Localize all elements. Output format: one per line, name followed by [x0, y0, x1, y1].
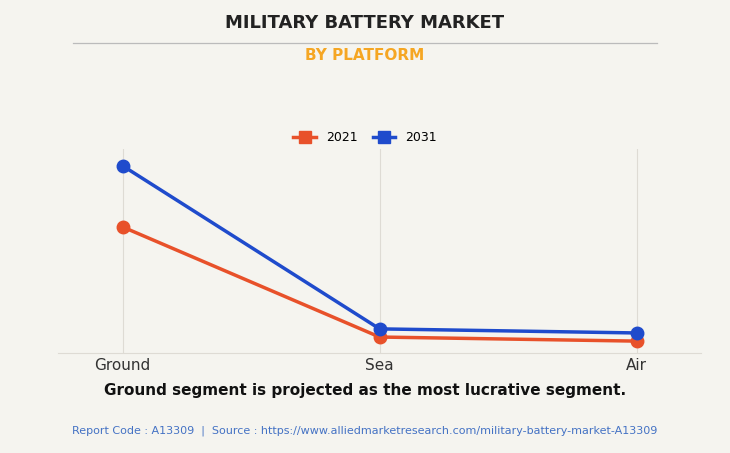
Legend: 2021, 2031: 2021, 2031: [288, 126, 442, 149]
2031: [632, 330, 641, 336]
2021: [632, 338, 641, 344]
2021: [118, 224, 127, 230]
Text: Report Code : A13309  |  Source : https://www.alliedmarketresearch.com/military-: Report Code : A13309 | Source : https://…: [72, 426, 658, 436]
2031: [375, 326, 384, 332]
Text: BY PLATFORM: BY PLATFORM: [305, 48, 425, 63]
Text: Ground segment is projected as the most lucrative segment.: Ground segment is projected as the most …: [104, 383, 626, 398]
Line: 2021: 2021: [116, 221, 643, 347]
Line: 2031: 2031: [116, 159, 643, 339]
2021: [375, 334, 384, 340]
2031: [118, 163, 127, 169]
Text: MILITARY BATTERY MARKET: MILITARY BATTERY MARKET: [226, 14, 504, 32]
